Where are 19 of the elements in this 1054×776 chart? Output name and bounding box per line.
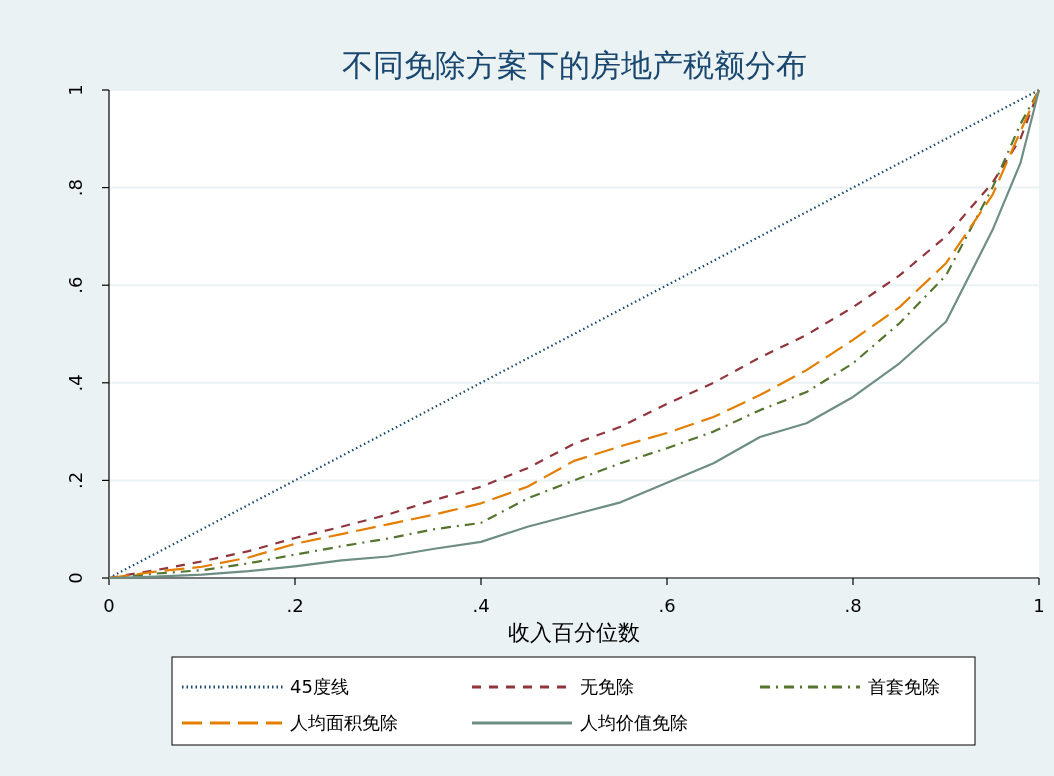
- legend-label: 45度线: [290, 676, 349, 697]
- legend-label: 人均价值免除: [580, 712, 688, 733]
- x-axis-title: 收入百分位数: [508, 620, 640, 645]
- y-tick-label: .2: [65, 471, 86, 489]
- x-tick-label: .8: [844, 595, 862, 616]
- y-tick-label: .4: [65, 374, 86, 392]
- legend-label: 无免除: [580, 676, 634, 697]
- x-tick-label: .2: [286, 595, 304, 616]
- y-tick-label: .6: [65, 276, 86, 294]
- legend-label: 人均面积免除: [290, 712, 398, 733]
- legend-label: 首套免除: [868, 676, 940, 697]
- y-tick-label: 0: [65, 572, 86, 584]
- y-tick-label: 1: [65, 84, 86, 96]
- x-tick-label: .4: [472, 595, 490, 616]
- x-tick-label: 1: [1033, 595, 1045, 616]
- y-tick-label: .8: [65, 179, 86, 197]
- x-tick-label: 0: [103, 595, 115, 616]
- chart-title: 不同免除方案下的房地产税额分布: [341, 47, 807, 83]
- x-tick-label: .6: [658, 595, 676, 616]
